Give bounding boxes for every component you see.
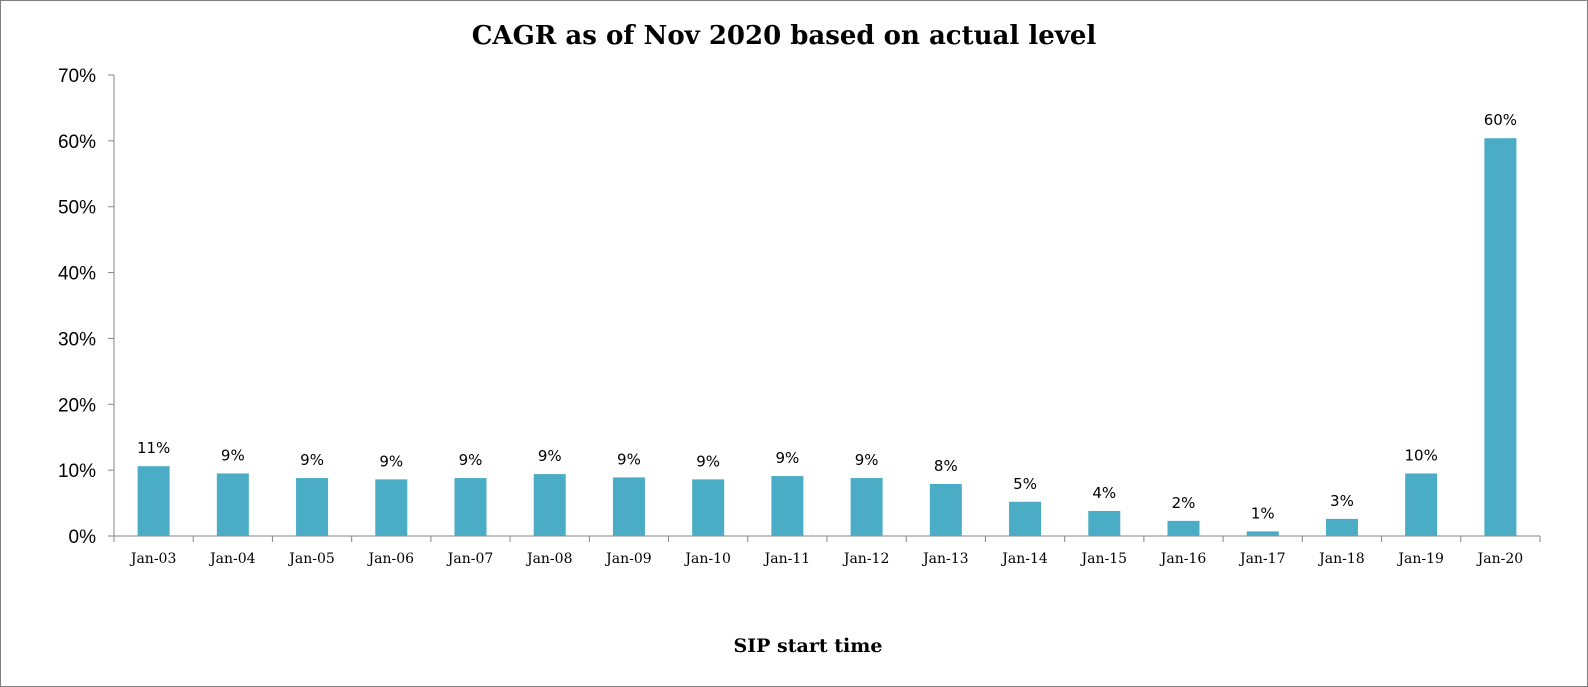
bar	[692, 479, 725, 536]
data-label: 9%	[775, 449, 799, 467]
bar	[1009, 501, 1042, 536]
bar	[533, 474, 566, 536]
x-tick-label: Jan-15	[1080, 551, 1128, 567]
x-tick-label: Jan-11	[763, 551, 811, 567]
x-tick-label: Jan-20	[1476, 551, 1524, 567]
data-label: 60%	[1484, 111, 1517, 129]
bar	[454, 478, 487, 536]
data-label: 9%	[459, 451, 483, 469]
y-tick-label: 10%	[58, 461, 96, 482]
data-label: 3%	[1330, 492, 1354, 510]
data-label: 2%	[1172, 494, 1196, 512]
chart-title: CAGR as of Nov 2020 based on actual leve…	[472, 21, 1097, 51]
bar	[929, 483, 962, 536]
bar	[1484, 138, 1517, 537]
bar	[771, 476, 804, 536]
y-tick-label: 20%	[58, 395, 96, 416]
x-tick-label: Jan-19	[1396, 551, 1444, 567]
x-tick-label: Jan-18	[1317, 551, 1365, 567]
x-tick-label: Jan-08	[525, 551, 573, 567]
x-tick-label: Jan-14	[1000, 551, 1048, 567]
bar	[216, 473, 249, 536]
y-axis: 0% 10% 20% 30% 40% 50% 60% 70%	[58, 66, 115, 548]
data-label: 4%	[1092, 484, 1116, 502]
y-tick-label: 50%	[58, 198, 96, 219]
data-label: 9%	[221, 446, 245, 464]
data-label: 8%	[934, 457, 958, 475]
data-label: 9%	[300, 451, 324, 469]
x-axis: Jan-03 Jan-04 Jan-05 Jan-06 Jan-07 Jan-08 Jan-…	[113, 535, 1541, 567]
data-label: 9%	[379, 452, 403, 470]
data-label: 9%	[538, 447, 562, 465]
x-tick-label: Jan-10	[683, 551, 731, 567]
x-tick-label: Jan-05	[287, 551, 335, 567]
bar	[612, 477, 645, 536]
x-tick-label: Jan-06	[367, 551, 415, 567]
y-tick-label: 60%	[58, 132, 96, 153]
y-tick-label: 30%	[58, 329, 96, 350]
data-label: 9%	[617, 450, 641, 468]
data-label: 5%	[1013, 475, 1037, 493]
bar	[1246, 531, 1279, 536]
x-tick-label: Jan-12	[842, 551, 890, 567]
x-tick-label: Jan-09	[604, 551, 652, 567]
bar	[1167, 520, 1200, 536]
data-label: 11%	[137, 439, 170, 457]
x-tick-label: Jan-16	[1159, 551, 1207, 567]
x-tick-label: Jan-13	[921, 551, 969, 567]
bar	[137, 466, 170, 536]
data-label: 10%	[1404, 446, 1437, 464]
x-tick-label: Jan-04	[208, 551, 256, 567]
bar	[1405, 473, 1438, 536]
y-tick-label: 0%	[69, 527, 97, 548]
bar	[850, 478, 883, 536]
data-label: 1%	[1251, 504, 1275, 522]
bars: 11% 9% 9% 9% 9% 9% 9% 9% 9% 9% 8% 5% 4% 2% 1% 3% 10% 60%	[137, 111, 1517, 537]
y-tick-label: 40%	[58, 264, 96, 285]
y-tick-label: 70%	[58, 66, 96, 87]
bar	[1088, 510, 1121, 536]
x-tick-label: Jan-03	[129, 551, 177, 567]
x-tick-label: Jan-17	[1238, 551, 1286, 567]
data-label: 9%	[855, 451, 879, 469]
data-label: 9%	[696, 452, 720, 470]
bar	[296, 478, 329, 536]
x-tick-label: Jan-07	[446, 551, 494, 567]
bar	[1325, 518, 1358, 536]
bar	[375, 479, 408, 536]
x-axis-label: SIP start time	[734, 635, 883, 657]
